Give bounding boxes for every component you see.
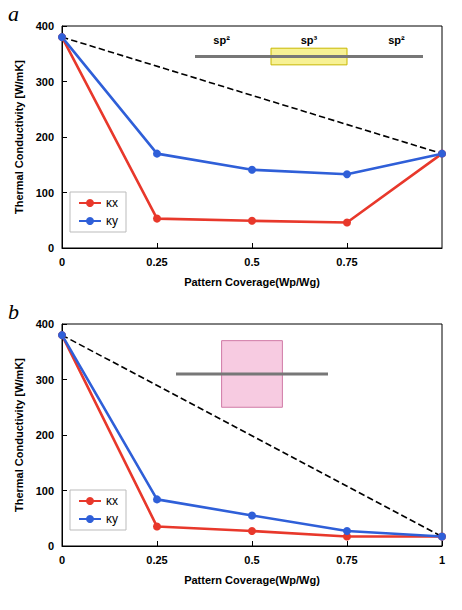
svg-text:400: 400 bbox=[36, 318, 54, 330]
svg-text:100: 100 bbox=[36, 187, 54, 199]
svg-text:0.25: 0.25 bbox=[146, 554, 167, 566]
svg-text:1: 1 bbox=[439, 554, 445, 566]
svg-text:κx: κx bbox=[106, 196, 118, 210]
svg-text:b: b bbox=[8, 299, 19, 324]
svg-text:0.5: 0.5 bbox=[244, 554, 259, 566]
svg-text:0: 0 bbox=[48, 242, 54, 254]
svg-text:400: 400 bbox=[36, 20, 54, 32]
svg-text:κy: κy bbox=[106, 512, 118, 526]
svg-text:κy: κy bbox=[106, 214, 118, 228]
svg-text:0: 0 bbox=[59, 256, 65, 268]
svg-text:0: 0 bbox=[59, 554, 65, 566]
svg-text:κx: κx bbox=[106, 494, 118, 508]
svg-text:a: a bbox=[8, 1, 19, 26]
svg-text:Thermal Conductivity [W/mK]: Thermal Conductivity [W/mK] bbox=[13, 60, 25, 214]
svg-text:Pattern Coverage(Wp/Wg): Pattern Coverage(Wp/Wg) bbox=[184, 574, 320, 586]
svg-text:sp³: sp³ bbox=[301, 34, 318, 46]
svg-text:0.5: 0.5 bbox=[244, 256, 259, 268]
svg-text:sp²: sp² bbox=[388, 34, 405, 46]
svg-text:200: 200 bbox=[36, 131, 54, 143]
svg-text:200: 200 bbox=[36, 429, 54, 441]
svg-text:100: 100 bbox=[36, 485, 54, 497]
svg-text:300: 300 bbox=[36, 374, 54, 386]
svg-text:0.75: 0.75 bbox=[336, 554, 357, 566]
svg-text:0: 0 bbox=[48, 540, 54, 552]
svg-text:0.25: 0.25 bbox=[146, 256, 167, 268]
svg-text:Pattern Coverage(Wp/Wg): Pattern Coverage(Wp/Wg) bbox=[184, 276, 320, 288]
svg-text:sp²: sp² bbox=[213, 34, 230, 46]
svg-text:300: 300 bbox=[36, 76, 54, 88]
svg-text:0.75: 0.75 bbox=[336, 256, 357, 268]
svg-text:Thermal Conductivity [W/mK]: Thermal Conductivity [W/mK] bbox=[13, 358, 25, 512]
